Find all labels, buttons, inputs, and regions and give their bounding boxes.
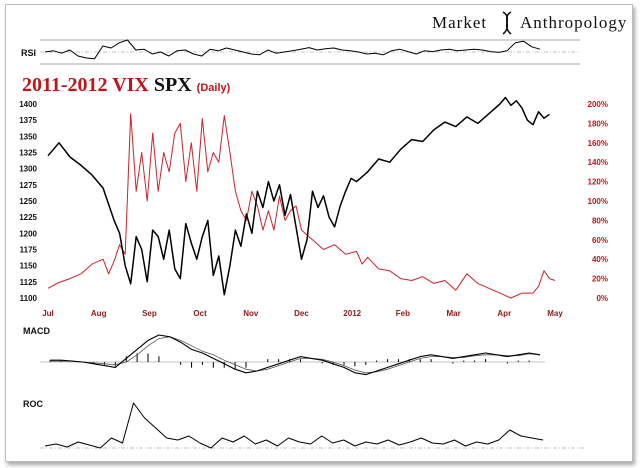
y-right-tick-label: 60% bbox=[592, 236, 608, 245]
x-tick-label: Mar bbox=[446, 309, 460, 318]
y-right-tick-label: 160% bbox=[588, 139, 608, 148]
macd-label: MACD bbox=[23, 326, 50, 336]
y-left-tick-label: 1225 bbox=[19, 213, 37, 222]
y-right-tick-label: 40% bbox=[592, 255, 608, 264]
chart-title: 2011-2012 VIX SPX (Daily) bbox=[22, 74, 230, 97]
x-tick-label: Aug bbox=[91, 309, 107, 318]
y-left-tick-label: 1400 bbox=[19, 100, 37, 109]
x-tick-label: Apr bbox=[497, 309, 511, 318]
macd-signal-line bbox=[50, 336, 541, 374]
y-left-tick-label: 1350 bbox=[19, 132, 37, 141]
title-vix: VIX bbox=[112, 74, 149, 96]
y-left-tick-label: 1200 bbox=[19, 229, 37, 238]
y-left-tick-label: 1125 bbox=[20, 278, 38, 287]
y-left-tick-label: 1300 bbox=[19, 165, 37, 174]
y-right-tick-label: 140% bbox=[588, 158, 608, 167]
dna-helix-icon bbox=[502, 11, 512, 35]
y-right-tick-label: 20% bbox=[592, 275, 608, 284]
y-left-tick-label: 1375 bbox=[19, 116, 37, 125]
title-frequency: (Daily) bbox=[196, 82, 231, 94]
x-tick-label: Sep bbox=[142, 309, 157, 318]
y-left-tick-label: 1325 bbox=[19, 149, 37, 158]
y-left-tick-label: 1275 bbox=[19, 181, 37, 190]
macd-line bbox=[50, 334, 541, 376]
y-right-tick-label: 200% bbox=[588, 100, 608, 109]
x-tick-label: Dec bbox=[294, 309, 309, 318]
chart-frame bbox=[5, 4, 633, 462]
y-right-tick-label: 180% bbox=[588, 119, 608, 128]
vix-series-line bbox=[47, 113, 556, 299]
x-tick-label: May bbox=[547, 309, 563, 318]
rsi-line bbox=[44, 39, 541, 60]
y-right-tick-label: 100% bbox=[588, 197, 608, 206]
spx-series-line bbox=[47, 96, 550, 296]
x-tick-label: 2012 bbox=[343, 309, 361, 318]
x-tick-label: Nov bbox=[243, 309, 259, 318]
y-right-tick-label: 120% bbox=[588, 178, 608, 187]
roc-label: ROC bbox=[23, 399, 43, 409]
y-left-tick-label: 1100 bbox=[20, 294, 38, 303]
title-years: 2011-2012 bbox=[22, 74, 108, 96]
brand-market: Market bbox=[432, 13, 488, 32]
y-left-tick-label: 1250 bbox=[19, 197, 37, 206]
y-left-tick-label: 1150 bbox=[20, 262, 38, 271]
y-left-tick-label: 1175 bbox=[20, 246, 38, 255]
brand-anthropology: Anthropology bbox=[520, 13, 628, 32]
title-spx: SPX bbox=[153, 74, 192, 96]
x-tick-label: Oct bbox=[193, 309, 207, 318]
x-tick-label: Feb bbox=[396, 309, 410, 318]
y-right-tick-label: 0% bbox=[596, 294, 608, 303]
x-tick-label: Jul bbox=[42, 309, 54, 318]
roc-line bbox=[44, 402, 544, 449]
y-right-tick-label: 80% bbox=[592, 216, 608, 225]
rsi-label: RSI bbox=[21, 48, 37, 58]
